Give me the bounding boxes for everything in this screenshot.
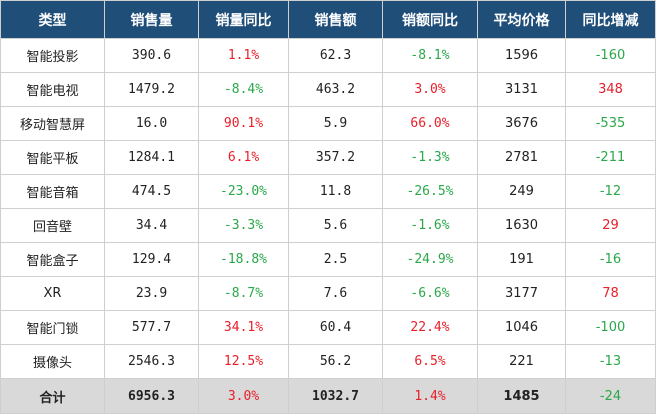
cell-price-change: -100 (565, 310, 656, 345)
cell-average-price: 3676 (477, 106, 566, 141)
cell-type: XR (0, 276, 105, 311)
cell-sales-volume: 1479.2 (104, 72, 199, 107)
header-volume-yoy: 销量同比 (198, 0, 289, 39)
cell-price-change: -13 (565, 344, 656, 379)
cell-volume-yoy: -23.0% (198, 174, 289, 209)
table-row: 智能投影 390.6 1.1% 62.3 -8.1% 1596 -160 (0, 38, 656, 73)
cell-price-change: -24 (565, 378, 656, 414)
cell-sales-volume: 1284.1 (104, 140, 199, 175)
cell-average-price: 1596 (477, 38, 566, 73)
table-row: 智能盒子 129.4 -18.8% 2.5 -24.9% 191 -16 (0, 242, 656, 277)
cell-sales-volume: 129.4 (104, 242, 199, 277)
cell-sales-amount: 60.4 (288, 310, 383, 345)
cell-amount-yoy: 1.4% (382, 378, 478, 414)
cell-amount-yoy: -1.3% (382, 140, 478, 175)
cell-sales-amount: 2.5 (288, 242, 383, 277)
cell-average-price: 2781 (477, 140, 566, 175)
cell-sales-amount: 56.2 (288, 344, 383, 379)
header-type: 类型 (0, 0, 105, 39)
cell-volume-yoy: -8.4% (198, 72, 289, 107)
header-average-price: 平均价格 (477, 0, 566, 39)
cell-sales-amount: 7.6 (288, 276, 383, 311)
cell-amount-yoy: -1.6% (382, 208, 478, 243)
cell-amount-yoy: 6.5% (382, 344, 478, 379)
cell-price-change: -16 (565, 242, 656, 277)
cell-volume-yoy: 12.5% (198, 344, 289, 379)
cell-average-price: 3177 (477, 276, 566, 311)
cell-amount-yoy: -24.9% (382, 242, 478, 277)
cell-price-change: 29 (565, 208, 656, 243)
table-row: 智能音箱 474.5 -23.0% 11.8 -26.5% 249 -12 (0, 174, 656, 209)
cell-volume-yoy: 34.1% (198, 310, 289, 345)
table-row: XR 23.9 -8.7% 7.6 -6.6% 3177 78 (0, 276, 656, 311)
table-row: 智能门锁 577.7 34.1% 60.4 22.4% 1046 -100 (0, 310, 656, 345)
cell-sales-volume: 2546.3 (104, 344, 199, 379)
cell-volume-yoy: 3.0% (198, 378, 289, 414)
cell-average-price: 221 (477, 344, 566, 379)
cell-average-price: 3131 (477, 72, 566, 107)
header-amount-yoy: 销额同比 (382, 0, 478, 39)
header-sales-volume: 销售量 (104, 0, 199, 39)
cell-average-price: 1630 (477, 208, 566, 243)
header-row: 类型 销售量 销量同比 销售额 销额同比 平均价格 同比增减 (0, 0, 656, 39)
cell-amount-yoy: 3.0% (382, 72, 478, 107)
cell-volume-yoy: 1.1% (198, 38, 289, 73)
cell-sales-volume: 474.5 (104, 174, 199, 209)
cell-amount-yoy: -6.6% (382, 276, 478, 311)
cell-sales-volume: 16.0 (104, 106, 199, 141)
cell-volume-yoy: -8.7% (198, 276, 289, 311)
header-sales-amount: 销售额 (288, 0, 383, 39)
cell-sales-amount: 11.8 (288, 174, 383, 209)
cell-amount-yoy: -26.5% (382, 174, 478, 209)
cell-sales-amount: 463.2 (288, 72, 383, 107)
cell-type: 智能门锁 (0, 310, 105, 345)
table-row: 回音壁 34.4 -3.3% 5.6 -1.6% 1630 29 (0, 208, 656, 243)
total-row: 合计 6956.3 3.0% 1032.7 1.4% 1485 -24 (0, 378, 656, 414)
table-row: 智能电视 1479.2 -8.4% 463.2 3.0% 3131 348 (0, 72, 656, 107)
cell-amount-yoy: 66.0% (382, 106, 478, 141)
cell-price-change: -12 (565, 174, 656, 209)
cell-price-change: 78 (565, 276, 656, 311)
cell-price-change: -535 (565, 106, 656, 141)
cell-type: 摄像头 (0, 344, 105, 379)
table-body: 智能投影 390.6 1.1% 62.3 -8.1% 1596 -160 智能电视 1479.2… (0, 38, 656, 414)
cell-type: 智能平板 (0, 140, 105, 175)
cell-average-price: 1485 (477, 378, 566, 414)
table-row: 移动智慧屏 16.0 90.1% 5.9 66.0% 3676 -535 (0, 106, 656, 141)
cell-type: 移动智慧屏 (0, 106, 105, 141)
cell-price-change: -211 (565, 140, 656, 175)
cell-price-change: -160 (565, 38, 656, 73)
cell-average-price: 249 (477, 174, 566, 209)
cell-sales-volume: 577.7 (104, 310, 199, 345)
cell-sales-amount: 5.6 (288, 208, 383, 243)
cell-amount-yoy: -8.1% (382, 38, 478, 73)
cell-volume-yoy: 6.1% (198, 140, 289, 175)
cell-amount-yoy: 22.4% (382, 310, 478, 345)
cell-sales-amount: 62.3 (288, 38, 383, 73)
cell-sales-volume: 6956.3 (104, 378, 199, 414)
cell-type: 智能音箱 (0, 174, 105, 209)
cell-volume-yoy: -18.8% (198, 242, 289, 277)
table-row: 摄像头 2546.3 12.5% 56.2 6.5% 221 -13 (0, 344, 656, 379)
header-price-change: 同比增减 (565, 0, 656, 39)
cell-sales-volume: 34.4 (104, 208, 199, 243)
cell-price-change: 348 (565, 72, 656, 107)
cell-average-price: 191 (477, 242, 566, 277)
cell-type: 智能投影 (0, 38, 105, 73)
cell-sales-volume: 23.9 (104, 276, 199, 311)
cell-volume-yoy: 90.1% (198, 106, 289, 141)
cell-sales-amount: 357.2 (288, 140, 383, 175)
cell-type: 回音壁 (0, 208, 105, 243)
cell-average-price: 1046 (477, 310, 566, 345)
cell-type: 智能电视 (0, 72, 105, 107)
table-row: 智能平板 1284.1 6.1% 357.2 -1.3% 2781 -211 (0, 140, 656, 175)
cell-sales-amount: 5.9 (288, 106, 383, 141)
cell-sales-volume: 390.6 (104, 38, 199, 73)
cell-type: 合计 (0, 378, 105, 414)
cell-sales-amount: 1032.7 (288, 378, 383, 414)
cell-volume-yoy: -3.3% (198, 208, 289, 243)
cell-type: 智能盒子 (0, 242, 105, 277)
